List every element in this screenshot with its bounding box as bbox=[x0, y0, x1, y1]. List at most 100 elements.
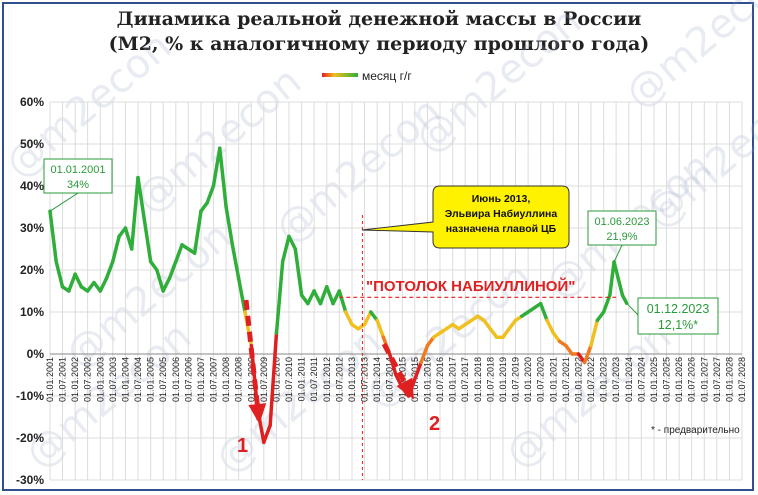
x-tick-label: 01.07.2013 bbox=[359, 357, 369, 402]
y-tick-label: 10% bbox=[20, 305, 44, 319]
series-segment bbox=[48, 209, 58, 264]
callout-2023-06-box bbox=[587, 210, 657, 246]
x-tick-label: 01.07.2007 bbox=[208, 357, 218, 402]
series-segment bbox=[601, 293, 612, 314]
series-segment bbox=[280, 234, 291, 264]
x-tick-label: 01.07.2004 bbox=[133, 357, 143, 402]
x-tick-label: 01.07.2002 bbox=[83, 357, 93, 402]
series-segment bbox=[375, 318, 386, 339]
callout-2023-12-line: 12,1%* bbox=[658, 318, 698, 332]
series-segment bbox=[205, 184, 216, 205]
series-segment bbox=[369, 310, 379, 323]
x-tick-label: 01.01.2014 bbox=[372, 357, 382, 402]
series-segment bbox=[595, 310, 606, 323]
series-segment bbox=[582, 343, 593, 365]
annotations: "ПОТОЛОК НАБИУЛЛИНОЙ" 01.01.2001 34% 01.06.… bbox=[43, 158, 719, 480]
series-segment bbox=[287, 234, 298, 251]
callout-2001-line: 01.01.2001 bbox=[50, 164, 105, 176]
x-tick-label: 01.07.2025 bbox=[661, 357, 671, 402]
x-tick-label: 01.01.2010 bbox=[271, 357, 281, 402]
callout-2023-12-box bbox=[637, 297, 719, 335]
series-segment bbox=[98, 276, 109, 293]
series-segment bbox=[538, 301, 549, 323]
x-tick-label: 01.01.2005 bbox=[146, 357, 156, 402]
callout-2023-12: 01.12.2023 12,1%* bbox=[626, 297, 719, 335]
y-tick-label: 60% bbox=[20, 95, 44, 109]
x-tick-label: 01.01.2007 bbox=[196, 357, 206, 402]
series-segment bbox=[73, 272, 84, 289]
x-tick-label: 01.01.2001 bbox=[45, 357, 55, 402]
series-segment bbox=[142, 217, 153, 264]
callout-2001-pointer bbox=[49, 192, 79, 212]
x-tick-label: 01.07.2009 bbox=[259, 357, 269, 402]
y-tick-label: 30% bbox=[20, 221, 44, 235]
marker-2-label: 2 bbox=[429, 413, 440, 435]
x-tick-label: 01.07.2026 bbox=[687, 357, 697, 402]
series-segment bbox=[161, 276, 172, 293]
series-segment bbox=[419, 343, 430, 365]
x-tick-label: 01.07.2023 bbox=[611, 357, 621, 402]
x-tick-label: 01.01.2004 bbox=[120, 357, 130, 402]
x-tick-label: 01.01.2013 bbox=[347, 357, 357, 402]
callout-2001-line: 34% bbox=[67, 179, 89, 191]
series-segment bbox=[337, 289, 348, 314]
x-tick-label: 01.01.2009 bbox=[246, 357, 256, 402]
x-tick-label: 01.07.2014 bbox=[385, 357, 395, 402]
x-tick-label: 01.01.2019 bbox=[498, 357, 508, 402]
series-segment bbox=[129, 175, 140, 251]
arrow-2 bbox=[381, 342, 415, 400]
x-tick-label: 01.01.2028 bbox=[724, 357, 734, 402]
x-tick-label: 01.01.2024 bbox=[624, 357, 634, 402]
y-tick-label: 50% bbox=[20, 137, 44, 151]
callout-nabiullina-line: Июнь 2013, bbox=[472, 193, 531, 205]
x-tick-label: 01.01.2003 bbox=[95, 357, 105, 402]
series-segment bbox=[293, 247, 304, 297]
series-segment bbox=[413, 360, 423, 381]
callout-2001: 01.01.2001 34% bbox=[43, 158, 113, 212]
series-segment bbox=[325, 285, 335, 306]
y-tick-label: -10% bbox=[16, 389, 44, 403]
series-segment bbox=[192, 209, 203, 255]
x-tick-label: 01.01.2020 bbox=[523, 357, 533, 402]
ceiling-label: "ПОТОЛОК НАБИУЛЛИНОЙ" bbox=[366, 277, 575, 295]
x-tick-label: 01.07.2010 bbox=[284, 357, 294, 402]
footnote: * - предварительно bbox=[651, 425, 740, 436]
callout-2001-box bbox=[43, 158, 113, 194]
y-tick-label: 20% bbox=[20, 263, 44, 277]
arrow-1 bbox=[243, 299, 267, 424]
callout-2023-06-line: 01.06.2023 bbox=[594, 216, 649, 228]
watermark-3: @m2econ bbox=[407, 0, 590, 163]
legend-label: месяц г/г bbox=[362, 69, 412, 83]
series-segment bbox=[136, 175, 147, 222]
series-segment bbox=[589, 318, 600, 348]
series-segment bbox=[488, 327, 499, 339]
series-segment bbox=[343, 310, 354, 327]
callout-2023-06-line: 21,9% bbox=[606, 231, 637, 243]
series-segment bbox=[104, 259, 115, 281]
series-segment bbox=[274, 259, 285, 335]
callout-nabiullina: Июнь 2013, Эльвира Набиуллина назначена гл… bbox=[361, 185, 570, 249]
x-tick-label: 01.07.2027 bbox=[712, 357, 722, 402]
series-segment bbox=[545, 318, 556, 335]
callout-nabiullina-bubble bbox=[361, 185, 570, 249]
series-segment bbox=[236, 276, 247, 314]
chart-subtitle: (М2, % к аналогичному периоду прошлого г… bbox=[108, 33, 650, 55]
series-segment bbox=[218, 146, 228, 209]
series-segment bbox=[362, 310, 373, 327]
watermark-1: @m2econ bbox=[127, 58, 310, 222]
series-segment bbox=[608, 260, 616, 297]
x-tick-label: 01.01.2022 bbox=[573, 357, 583, 402]
series-segment bbox=[155, 268, 165, 293]
x-tick-label: 01.01.2012 bbox=[322, 357, 332, 402]
watermark-10: @m2econ bbox=[617, 0, 758, 118]
series-segment bbox=[318, 285, 329, 306]
legend-swatch bbox=[322, 73, 358, 77]
x-tick-label: 01.07.2022 bbox=[586, 357, 596, 402]
y-tick-label: 40% bbox=[20, 179, 44, 193]
y-tick-label: -30% bbox=[16, 473, 44, 487]
marker-1-label: 1 bbox=[237, 435, 248, 457]
series-segment bbox=[564, 343, 574, 356]
x-tick-label: 01.01.2002 bbox=[70, 357, 80, 402]
y-tick-label: -20% bbox=[16, 431, 44, 445]
x-tick-label: 01.07.2011 bbox=[309, 357, 319, 401]
